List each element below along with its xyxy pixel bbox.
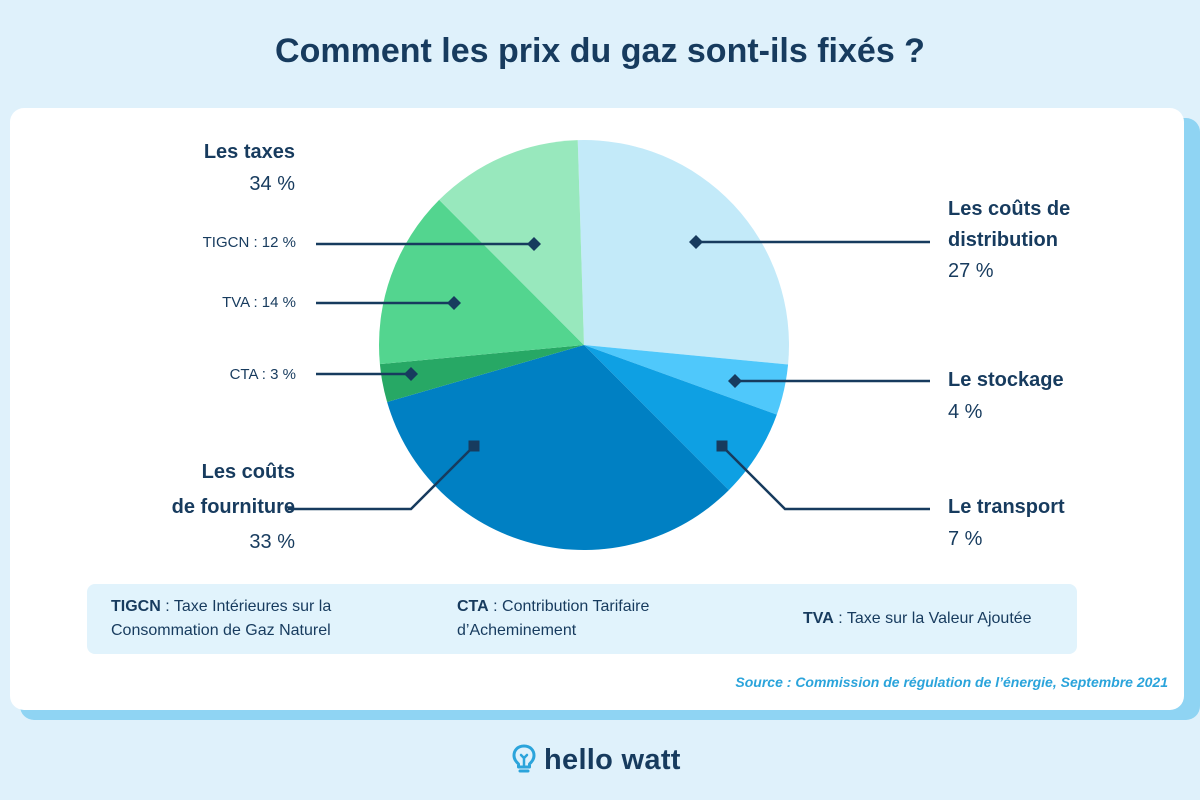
pie-slice-tva: [379, 199, 584, 365]
glossary-box: [87, 584, 1077, 654]
label-fourniture-name-1: Les coûts: [201, 461, 295, 483]
label-fourniture-pct: 33 %: [249, 531, 295, 553]
label-taxes: Les taxes 34 %: [204, 136, 295, 200]
glossary-tva-text: : Taxe sur la Valeur Ajoutée: [833, 610, 1032, 627]
glossary-tigcn-line2: Consommation de Gaz Naturel: [111, 622, 331, 639]
label-tigcn: TIGCN : 12 %: [202, 234, 296, 251]
glossary-tigcn: TIGCN : Taxe Intérieures sur la Consomma…: [111, 595, 331, 643]
leader-marker-cta: [404, 367, 418, 381]
label-fourniture: Les coûts de fourniture 33 %: [172, 455, 295, 560]
pie-slice-les-co-ts-de-distribution: [577, 139, 789, 365]
glossary-tva-abbr: TVA: [803, 610, 834, 627]
leader-marker-tva: [447, 296, 461, 310]
pie-slice-cta: [379, 345, 584, 403]
label-distribution: Les coûts de distribution 27 %: [948, 194, 1070, 287]
label-cta: CTA : 3 %: [229, 366, 296, 383]
label-distribution-name-2: distribution: [948, 229, 1058, 251]
brand-logo: hello watt: [512, 742, 681, 778]
glossary-cta-line2: d’Acheminement: [457, 622, 577, 639]
glossary-cta-line1: : Contribution Tarifaire: [488, 598, 650, 615]
leader-line-fourniture: [288, 445, 475, 511]
source-note: Source : Commission de régulation de l’é…: [735, 674, 1168, 690]
pie-slice-le-stockage: [584, 345, 789, 415]
label-stockage: Le stockage 4 %: [948, 364, 1064, 428]
label-transport-name: Le transport: [948, 496, 1065, 518]
glossary-cta: CTA : Contribution Tarifaire d’Acheminem…: [457, 595, 649, 643]
pie-slice-tigcn: [439, 140, 584, 345]
leader-lines: [288, 240, 930, 511]
label-distribution-pct: 27 %: [948, 260, 994, 282]
glossary-cta-abbr: CTA: [457, 598, 489, 615]
label-stockage-name: Le stockage: [948, 369, 1064, 391]
glossary-tigcn-abbr: TIGCN: [111, 598, 161, 615]
leader-line-transport: [721, 445, 930, 511]
lightbulb-icon: [512, 744, 536, 773]
label-stockage-pct: 4 %: [948, 401, 983, 423]
label-fourniture-name-2: de fourniture: [171, 496, 295, 518]
pie-slices: [379, 139, 789, 550]
page-title: Comment les prix du gaz sont-ils fixés ?: [275, 32, 925, 70]
label-taxes-pct: 34 %: [249, 173, 295, 195]
label-taxes-name: Les taxes: [203, 141, 295, 163]
label-transport-pct: 7 %: [948, 528, 983, 550]
pie-slice-les-co-ts-de-fourniture: [387, 345, 729, 550]
leader-marker-fourniture: [468, 440, 480, 452]
leader-markers: [404, 235, 742, 452]
leader-marker-stockage: [728, 374, 742, 388]
leader-marker-transport: [716, 440, 728, 452]
label-distribution-name-1: Les coûts de: [948, 198, 1071, 220]
glossary-tva: TVA : Taxe sur la Valeur Ajoutée: [803, 607, 1032, 631]
brand-name: hello watt: [544, 743, 681, 776]
glossary-tigcn-line1: : Taxe Intérieures sur la: [160, 598, 332, 615]
leader-marker-tigcn: [527, 237, 541, 251]
label-tva: TVA : 14 %: [222, 294, 296, 311]
label-transport: Le transport 7 %: [948, 491, 1065, 555]
leader-marker-distribution: [689, 235, 703, 249]
